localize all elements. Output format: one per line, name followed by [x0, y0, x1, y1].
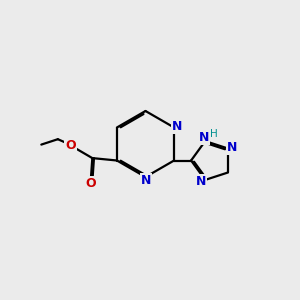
Text: N: N: [196, 175, 206, 188]
Text: O: O: [85, 177, 96, 190]
Text: N: N: [141, 174, 151, 188]
Text: N: N: [227, 141, 237, 154]
Text: N: N: [199, 131, 209, 144]
Text: N: N: [172, 119, 182, 133]
Text: H: H: [210, 130, 218, 140]
Text: O: O: [65, 139, 76, 152]
